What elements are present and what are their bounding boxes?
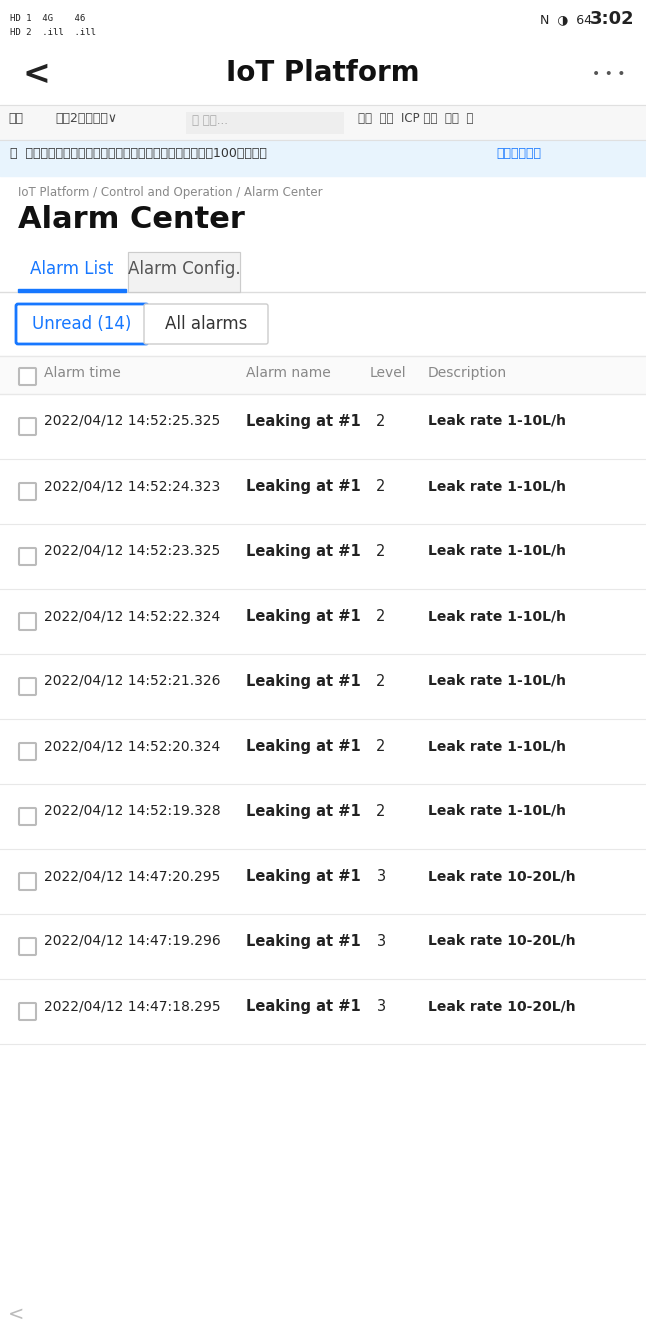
Text: 3: 3 bbox=[377, 934, 386, 949]
Text: Leaking at #1: Leaking at #1 bbox=[246, 479, 360, 494]
Text: Leaking at #1: Leaking at #1 bbox=[246, 934, 360, 949]
Text: Leak rate 1-10L/h: Leak rate 1-10L/h bbox=[428, 739, 566, 753]
Text: 2022/04/12 14:52:20.324: 2022/04/12 14:52:20.324 bbox=[44, 739, 220, 753]
Text: 2022/04/12 14:52:21.326: 2022/04/12 14:52:21.326 bbox=[44, 674, 220, 688]
Text: Leaking at #1: Leaking at #1 bbox=[246, 674, 360, 688]
Text: 2: 2 bbox=[377, 804, 386, 819]
Text: 3: 3 bbox=[377, 870, 386, 884]
Bar bbox=[0, 50, 646, 105]
Text: Leaking at #1: Leaking at #1 bbox=[246, 998, 360, 1015]
Text: Leak rate 10-20L/h: Leak rate 10-20L/h bbox=[428, 870, 576, 883]
Text: 2022/04/12 14:52:22.324: 2022/04/12 14:52:22.324 bbox=[44, 609, 220, 623]
FancyBboxPatch shape bbox=[19, 417, 36, 435]
Text: 🔍 搜索...: 🔍 搜索... bbox=[192, 114, 228, 127]
Text: <: < bbox=[8, 1304, 25, 1325]
Text: 2022/04/12 14:52:19.328: 2022/04/12 14:52:19.328 bbox=[44, 804, 221, 819]
Text: 2: 2 bbox=[377, 609, 386, 624]
Bar bbox=[0, 784, 646, 849]
Text: <: < bbox=[22, 58, 50, 91]
Bar bbox=[128, 252, 240, 293]
Text: Leak rate 1-10L/h: Leak rate 1-10L/h bbox=[428, 544, 566, 558]
Text: 2022/04/12 14:52:24.323: 2022/04/12 14:52:24.323 bbox=[44, 479, 220, 493]
Text: Leaking at #1: Leaking at #1 bbox=[246, 544, 360, 560]
Text: Leaking at #1: Leaking at #1 bbox=[246, 413, 360, 429]
Bar bbox=[0, 589, 646, 654]
Bar bbox=[0, 849, 646, 914]
Text: Leak rate 1-10L/h: Leak rate 1-10L/h bbox=[428, 804, 566, 819]
Text: Leaking at #1: Leaking at #1 bbox=[246, 739, 360, 754]
Text: N  ◑  64: N ◑ 64 bbox=[540, 13, 592, 25]
Text: Alarm name: Alarm name bbox=[246, 366, 331, 380]
Bar bbox=[0, 356, 646, 395]
FancyBboxPatch shape bbox=[19, 874, 36, 890]
Text: Unread (14): Unread (14) bbox=[32, 315, 132, 333]
Text: Leak rate 1-10L/h: Leak rate 1-10L/h bbox=[428, 413, 566, 428]
FancyBboxPatch shape bbox=[16, 305, 148, 344]
Text: Leak rate 1-10L/h: Leak rate 1-10L/h bbox=[428, 674, 566, 688]
Text: 2: 2 bbox=[377, 674, 386, 688]
FancyBboxPatch shape bbox=[19, 483, 36, 501]
Bar bbox=[0, 459, 646, 523]
Text: All alarms: All alarms bbox=[165, 315, 247, 333]
FancyBboxPatch shape bbox=[19, 548, 36, 565]
Bar bbox=[0, 914, 646, 980]
Text: 2022/04/12 14:52:25.325: 2022/04/12 14:52:25.325 bbox=[44, 413, 220, 428]
Text: 作台: 作台 bbox=[8, 111, 23, 125]
Bar bbox=[0, 105, 646, 140]
FancyBboxPatch shape bbox=[19, 678, 36, 695]
Bar bbox=[18, 289, 126, 293]
Bar bbox=[128, 252, 240, 293]
Text: 华东2（上海）∨: 华东2（上海）∨ bbox=[55, 111, 117, 125]
Bar bbox=[0, 980, 646, 1044]
Bar bbox=[0, 523, 646, 589]
Text: 2: 2 bbox=[377, 413, 386, 429]
Text: Leak rate 1-10L/h: Leak rate 1-10L/h bbox=[428, 479, 566, 493]
Bar bbox=[0, 395, 646, 459]
Text: IoT Platform: IoT Platform bbox=[226, 59, 420, 87]
FancyBboxPatch shape bbox=[19, 938, 36, 956]
Text: Leak rate 1-10L/h: Leak rate 1-10L/h bbox=[428, 609, 566, 623]
FancyBboxPatch shape bbox=[19, 808, 36, 825]
Text: Leaking at #1: Leaking at #1 bbox=[246, 804, 360, 819]
Text: 2: 2 bbox=[377, 739, 386, 754]
Text: 2022/04/12 14:47:18.295: 2022/04/12 14:47:18.295 bbox=[44, 998, 221, 1013]
FancyBboxPatch shape bbox=[144, 305, 268, 344]
Bar bbox=[0, 0, 646, 50]
Text: 2022/04/12 14:47:20.295: 2022/04/12 14:47:20.295 bbox=[44, 870, 220, 883]
Text: Alarm time: Alarm time bbox=[44, 366, 121, 380]
Text: Leaking at #1: Leaking at #1 bbox=[246, 870, 360, 884]
Text: Level: Level bbox=[370, 366, 406, 380]
Bar bbox=[0, 252, 646, 293]
Text: 3:02: 3:02 bbox=[589, 9, 634, 28]
Bar bbox=[186, 111, 344, 134]
FancyBboxPatch shape bbox=[19, 613, 36, 629]
Bar bbox=[0, 719, 646, 784]
Text: HD 1  4G    46: HD 1 4G 46 bbox=[10, 13, 85, 23]
Text: 2022/04/12 14:52:23.325: 2022/04/12 14:52:23.325 bbox=[44, 544, 220, 558]
Text: Alarm List: Alarm List bbox=[30, 260, 114, 278]
FancyBboxPatch shape bbox=[19, 368, 36, 385]
Text: Alarm Config.: Alarm Config. bbox=[128, 260, 240, 278]
Text: 3: 3 bbox=[377, 998, 386, 1015]
Text: （点击进入）: （点击进入） bbox=[496, 148, 541, 160]
Bar bbox=[0, 654, 646, 719]
Text: ⓘ  填写物联网平台满意度问卷，说出您的心声，有机会收获100元代金券: ⓘ 填写物联网平台满意度问卷，说出您的心声，有机会收获100元代金券 bbox=[10, 148, 275, 160]
Text: IoT Platform / Control and Operation / Alarm Center: IoT Platform / Control and Operation / A… bbox=[18, 187, 322, 199]
Text: Leaking at #1: Leaking at #1 bbox=[246, 609, 360, 624]
FancyBboxPatch shape bbox=[19, 1002, 36, 1020]
Text: Alarm Center: Alarm Center bbox=[18, 205, 245, 234]
Text: 2022/04/12 14:47:19.296: 2022/04/12 14:47:19.296 bbox=[44, 934, 221, 947]
FancyBboxPatch shape bbox=[19, 743, 36, 760]
Text: 2: 2 bbox=[377, 479, 386, 494]
Bar bbox=[0, 140, 646, 176]
Text: Leak rate 10-20L/h: Leak rate 10-20L/h bbox=[428, 998, 576, 1013]
Text: HD 2  .ill  .ill: HD 2 .ill .ill bbox=[10, 28, 96, 38]
Text: 2: 2 bbox=[377, 544, 386, 560]
Text: • • •: • • • bbox=[592, 67, 625, 81]
Text: 费用  工单  ICP 备案  企业  支: 费用 工单 ICP 备案 企业 支 bbox=[358, 111, 474, 125]
Text: Leak rate 10-20L/h: Leak rate 10-20L/h bbox=[428, 934, 576, 947]
Text: Description: Description bbox=[428, 366, 507, 380]
